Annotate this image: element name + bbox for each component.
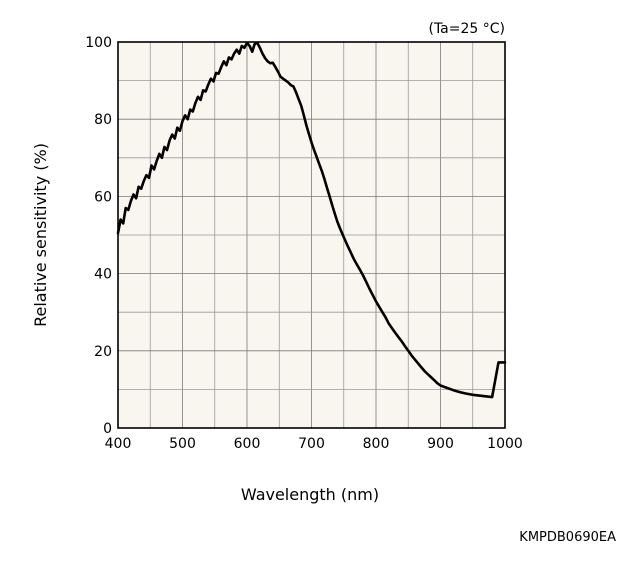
y-axis-label: Relative sensitivity (%): [31, 143, 50, 327]
y-tick-label: 0: [103, 421, 112, 437]
x-tick-labels: 400 500 600 700 800 900 1000: [105, 436, 523, 452]
x-axis-label: Wavelength (nm): [241, 485, 379, 504]
grid: [118, 42, 505, 428]
y-tick-labels: 0 20 40 60 80 100: [85, 35, 112, 437]
plot-border: [117, 41, 506, 429]
x-tick-label: 900: [427, 436, 454, 452]
condition-note: (Ta=25 °C): [428, 21, 505, 37]
y-tick-label: 100: [85, 35, 112, 51]
x-tick-label: 600: [234, 436, 261, 452]
sensitivity-curve: [116, 41, 507, 399]
document-code: KMPDB0690EA: [519, 530, 616, 545]
x-tick-label: 800: [363, 436, 390, 452]
y-tick-label: 60: [94, 189, 112, 205]
y-tick-label: 40: [94, 267, 112, 283]
x-tick-label: 1000: [487, 436, 523, 452]
x-tick-label: 700: [298, 436, 325, 452]
y-tick-label: 80: [94, 112, 112, 128]
y-tick-label: 20: [94, 344, 112, 360]
x-tick-label: 500: [169, 436, 196, 452]
x-tick-label: 400: [105, 436, 132, 452]
